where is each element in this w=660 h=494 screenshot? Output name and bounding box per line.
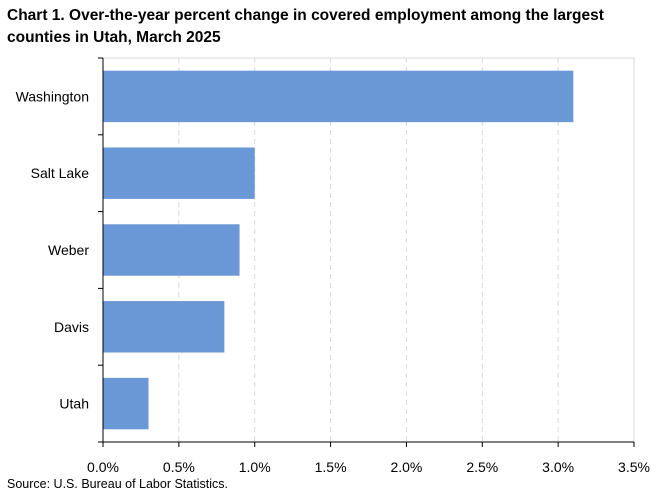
labels: 0.0% 0.5% 1.0% 1.5% 2.0% 2.5% 3.0% 3.5% Washingt… [16, 88, 650, 475]
source-note: Source: U.S. Bureau of Labor Statistics. [7, 477, 228, 491]
bars [103, 70, 574, 430]
category-label: Salt Lake [31, 165, 90, 181]
x-tick-label: 2.5% [466, 459, 498, 475]
bar [103, 70, 574, 123]
bar [103, 301, 225, 353]
chart-title: Chart 1. Over-the-year percent change in… [7, 7, 604, 46]
x-tick-label: 3.5% [618, 459, 650, 475]
category-label: Davis [54, 319, 89, 335]
x-tick-label: 2.0% [390, 459, 422, 475]
x-tick-label: 1.0% [239, 459, 271, 475]
bar [103, 224, 240, 276]
axes [98, 57, 635, 447]
bar [103, 147, 255, 199]
bar [103, 377, 149, 430]
category-label: Washington [16, 88, 89, 104]
category-label: Utah [59, 396, 89, 412]
x-tick-label: 1.5% [315, 459, 347, 475]
category-label: Weber [48, 242, 89, 258]
x-tick-label: 3.0% [542, 459, 574, 475]
x-tick-label: 0.5% [163, 459, 195, 475]
x-tick-label: 0.0% [87, 459, 119, 475]
